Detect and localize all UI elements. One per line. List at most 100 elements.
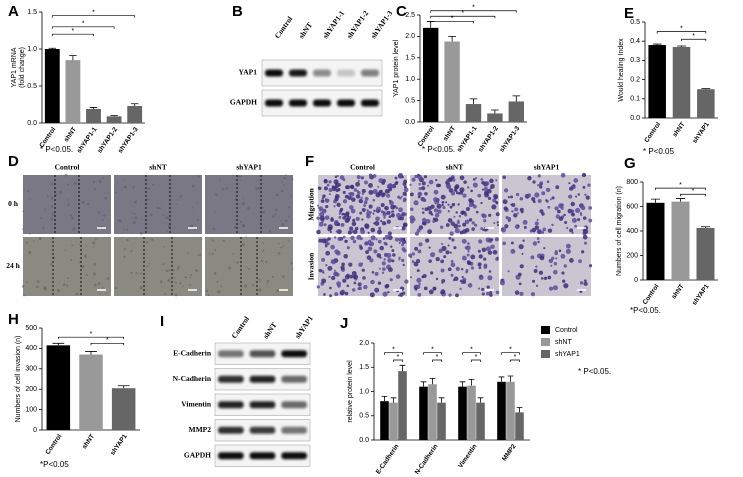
cell	[450, 191, 456, 196]
cell	[450, 262, 456, 268]
cell	[511, 210, 514, 213]
cell	[414, 288, 418, 291]
cell	[478, 239, 483, 244]
cell	[381, 192, 386, 197]
cell	[472, 178, 476, 181]
blot-column-label: Control	[273, 15, 295, 41]
cell	[331, 275, 336, 281]
cell	[477, 193, 482, 198]
significance-bracket	[90, 342, 125, 346]
cell	[568, 186, 574, 191]
texture	[92, 272, 96, 276]
cell	[357, 179, 360, 182]
cell	[468, 218, 473, 222]
cell	[340, 222, 345, 227]
texture	[261, 250, 264, 253]
cell	[539, 181, 544, 185]
cell	[321, 197, 325, 200]
error-bar	[130, 103, 139, 106]
cell	[435, 179, 438, 182]
y-tick-label: 2.0	[359, 340, 369, 347]
cell	[558, 216, 564, 221]
cell	[466, 260, 471, 265]
cell	[422, 221, 427, 226]
cell	[433, 189, 439, 195]
cell	[502, 199, 508, 205]
legend-swatch	[541, 350, 550, 358]
blot-band	[218, 426, 244, 434]
cell	[320, 199, 325, 204]
cell	[327, 265, 333, 271]
cell	[518, 244, 524, 250]
cell	[383, 252, 389, 257]
cell	[401, 243, 405, 247]
cell	[384, 222, 387, 225]
texture	[222, 239, 225, 243]
cell	[361, 192, 365, 196]
texture	[276, 289, 279, 293]
significance-bracket	[423, 352, 442, 355]
cell	[495, 212, 500, 217]
cell	[326, 183, 330, 187]
cell	[458, 224, 461, 228]
cell	[485, 291, 490, 296]
error-bar	[429, 378, 436, 385]
blot-row-label: N-Cadherin	[173, 374, 212, 383]
cell	[436, 203, 442, 209]
x-tick-label: MMP2	[501, 443, 518, 463]
texture	[36, 285, 39, 289]
cell	[377, 191, 382, 196]
texture	[189, 284, 191, 286]
cell	[579, 213, 583, 217]
cell	[495, 290, 500, 295]
cell	[324, 244, 328, 248]
cell	[381, 271, 385, 274]
x-tick-label: shYAP1	[109, 433, 129, 457]
cell	[383, 216, 386, 219]
texture	[122, 179, 125, 181]
cell	[360, 262, 364, 265]
texture	[262, 249, 265, 251]
texture	[98, 292, 101, 295]
cell	[468, 203, 473, 208]
legend-label: Control	[555, 327, 578, 334]
cell	[572, 184, 576, 187]
texture	[272, 215, 275, 218]
cell	[324, 215, 330, 220]
cell	[458, 215, 462, 218]
cell	[445, 223, 450, 227]
blot-band	[281, 401, 307, 409]
blot-band	[218, 401, 244, 409]
cell	[537, 183, 540, 187]
cell	[323, 186, 328, 191]
cell	[483, 219, 487, 223]
texture	[227, 266, 231, 270]
cell	[449, 231, 454, 236]
cell	[428, 259, 432, 263]
cell	[549, 198, 552, 201]
cell	[375, 216, 380, 222]
error-bar	[676, 198, 685, 202]
cell	[334, 175, 338, 179]
cell	[421, 181, 426, 186]
cell	[555, 185, 560, 190]
cell	[583, 281, 588, 286]
cell	[504, 224, 509, 229]
cell	[447, 244, 450, 247]
texture	[179, 282, 182, 285]
significance-mark: *	[72, 28, 75, 35]
micrograph	[502, 237, 591, 296]
cell	[321, 278, 327, 284]
error-bar	[491, 109, 499, 114]
blot-band	[289, 99, 307, 107]
texture	[189, 274, 192, 276]
y-axis-label: Would healing Index	[618, 38, 625, 102]
cell	[451, 238, 455, 242]
y-axis-label: relative protein level	[347, 360, 354, 423]
cell	[466, 253, 470, 257]
texture	[258, 288, 262, 292]
cell	[517, 224, 520, 227]
cell	[554, 206, 559, 211]
texture	[173, 227, 176, 229]
micrograph	[502, 175, 591, 234]
